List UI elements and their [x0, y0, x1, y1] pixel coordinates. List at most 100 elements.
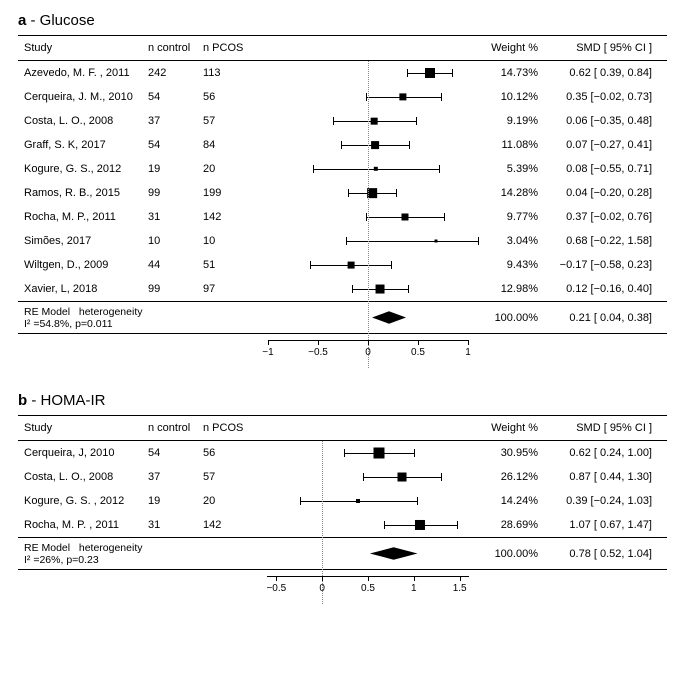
study-row: Costa, L. O., 20083757 9.19%0.06 [−0.35, …	[18, 109, 667, 133]
n-control: 242	[148, 67, 203, 79]
smd-ci: −0.17 [−0.58, 0.23]	[538, 259, 658, 271]
smd-ci: 0.35 [−0.02, 0.73]	[538, 91, 658, 103]
n-pcos: 199	[203, 187, 258, 199]
point-marker	[348, 262, 355, 269]
n-control: 54	[148, 139, 203, 151]
tick-label: 1.5	[453, 583, 467, 594]
smd-ci: 0.37 [−0.02, 0.76]	[538, 211, 658, 223]
plot-cell	[258, 253, 478, 277]
panel-name: - Glucose	[26, 12, 94, 29]
n-control: 99	[148, 187, 203, 199]
table-header: Studyn controln PCOSWeight %SMD [ 95% CI…	[18, 35, 667, 61]
col-nctrl-header: n control	[148, 42, 203, 54]
diamond-marker	[372, 311, 406, 323]
n-pcos: 142	[203, 211, 258, 223]
point-marker	[356, 499, 360, 503]
plot-cell	[258, 61, 478, 85]
tick-label: −0.5	[308, 347, 328, 358]
study-name: Costa, L. O., 2008	[18, 471, 148, 483]
plot-cell	[258, 277, 478, 301]
smd-ci: 0.39 [−0.24, 1.03]	[538, 495, 658, 507]
n-control: 54	[148, 91, 203, 103]
n-pcos: 142	[203, 519, 258, 531]
col-npcos-header: n PCOS	[203, 422, 258, 434]
point-marker	[374, 167, 378, 171]
point-marker	[435, 240, 438, 243]
col-smd-header: SMD [ 95% CI ]	[538, 422, 658, 434]
study-name: Rocha, M. P. , 2011	[18, 519, 148, 531]
col-weight-header: Weight %	[478, 422, 538, 434]
n-control: 37	[148, 115, 203, 127]
n-control: 19	[148, 163, 203, 175]
n-pcos: 113	[203, 67, 258, 79]
n-control: 44	[148, 259, 203, 271]
weight-pct: 26.12%	[478, 471, 538, 483]
col-weight-header: Weight %	[478, 42, 538, 54]
study-name: Xavier, L, 2018	[18, 283, 148, 295]
x-axis: −1−0.500.51	[258, 334, 478, 368]
smd-ci: 0.06 [−0.35, 0.48]	[538, 115, 658, 127]
n-pcos: 56	[203, 447, 258, 459]
study-name: Graff, S. K, 2017	[18, 139, 148, 151]
study-name: Cerqueira, J. M., 2010	[18, 91, 148, 103]
weight-pct: 9.19%	[478, 115, 538, 127]
summary-plot-cell	[258, 538, 478, 569]
summary-row: RE Model heterogeneity I² =26%, p=0.23 10…	[18, 538, 667, 570]
study-row: Cerqueira, J, 2010545630.95%0.62 [ 0.24,…	[18, 441, 667, 465]
smd-ci: 0.08 [−0.55, 0.71]	[538, 163, 658, 175]
plot-cell	[258, 109, 478, 133]
point-marker	[415, 520, 425, 530]
weight-pct: 14.73%	[478, 67, 538, 79]
weight-pct: 9.77%	[478, 211, 538, 223]
point-marker	[371, 141, 379, 149]
n-pcos: 57	[203, 471, 258, 483]
study-name: Ramos, R. B., 2015	[18, 187, 148, 199]
forest-plot: Studyn controln PCOSWeight %SMD [ 95% CI…	[18, 35, 667, 368]
study-name: Kogure, G. S., 2012	[18, 163, 148, 175]
weight-pct: 10.12%	[478, 91, 538, 103]
panel-label: a - Glucose	[18, 12, 667, 29]
tick-label: 0	[319, 583, 325, 594]
summary-weight: 100.00%	[478, 312, 538, 324]
n-control: 31	[148, 211, 203, 223]
plot-cell	[258, 133, 478, 157]
weight-pct: 11.08%	[478, 139, 538, 151]
panel-letter: b	[18, 392, 27, 409]
study-row: Ramos, R. B., 20159919914.28%0.04 [−0.20…	[18, 181, 667, 205]
plot-cell	[258, 85, 478, 109]
n-control: 37	[148, 471, 203, 483]
tick-label: −0.5	[266, 583, 286, 594]
study-row: Graff, S. K, 2017548411.08%0.07 [−0.27, …	[18, 133, 667, 157]
tick-label: 0.5	[411, 347, 425, 358]
plot-cell	[258, 157, 478, 181]
weight-pct: 14.24%	[478, 495, 538, 507]
n-pcos: 51	[203, 259, 258, 271]
n-pcos: 20	[203, 495, 258, 507]
study-row: Rocha, M. P. , 20113114228.69%1.07 [ 0.6…	[18, 513, 667, 537]
study-name: Kogure, G. S. , 2012	[18, 495, 148, 507]
summary-weight: 100.00%	[478, 548, 538, 560]
diamond-marker	[370, 547, 418, 559]
study-row: Wiltgen, D., 200944519.43%−0.17 [−0.58, …	[18, 253, 667, 277]
table-header: Studyn controln PCOSWeight %SMD [ 95% CI…	[18, 415, 667, 441]
panel-name: - HOMA-IR	[27, 392, 105, 409]
n-control: 99	[148, 283, 203, 295]
tick-label: 0	[365, 347, 371, 358]
study-name: Costa, L. O., 2008	[18, 115, 148, 127]
x-axis: −0.500.511.5	[258, 570, 478, 604]
n-control: 19	[148, 495, 203, 507]
col-smd-header: SMD [ 95% CI ]	[538, 42, 658, 54]
n-pcos: 84	[203, 139, 258, 151]
smd-ci: 0.87 [ 0.44, 1.30]	[538, 471, 658, 483]
study-row: Azevedo, M. F. , 201124211314.73%0.62 [ …	[18, 61, 667, 85]
n-pcos: 57	[203, 115, 258, 127]
smd-ci: 0.68 [−0.22, 1.58]	[538, 235, 658, 247]
n-control: 31	[148, 519, 203, 531]
study-name: Simões, 2017	[18, 235, 148, 247]
model-label: RE Model heterogeneity I² =26%, p=0.23	[18, 542, 148, 566]
weight-pct: 5.39%	[478, 163, 538, 175]
plot-cell	[258, 441, 478, 465]
col-study-header: Study	[18, 42, 148, 54]
study-name: Wiltgen, D., 2009	[18, 259, 148, 271]
smd-ci: 0.62 [ 0.39, 0.84]	[538, 67, 658, 79]
